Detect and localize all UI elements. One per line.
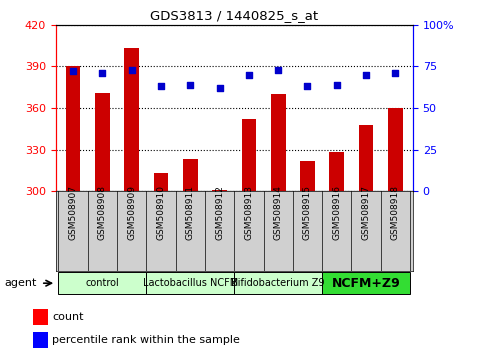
Bar: [33, 309, 48, 325]
Point: [392, 70, 399, 76]
Bar: [213, 190, 227, 191]
Bar: [388, 108, 403, 191]
Point: [304, 84, 312, 89]
Bar: [329, 152, 344, 191]
Point: [157, 84, 165, 89]
Text: count: count: [53, 312, 84, 322]
Text: agent: agent: [5, 278, 37, 288]
Text: control: control: [85, 278, 119, 288]
Point: [274, 67, 282, 73]
Bar: [33, 332, 48, 348]
Bar: [66, 66, 81, 191]
Bar: [359, 125, 373, 191]
Point: [216, 85, 224, 91]
Point: [69, 69, 77, 74]
Bar: [242, 119, 256, 191]
Point: [186, 82, 194, 87]
Bar: [58, 272, 146, 295]
Point: [333, 82, 341, 87]
Bar: [271, 94, 285, 191]
Bar: [300, 161, 315, 191]
Bar: [95, 93, 110, 191]
Point: [128, 67, 136, 73]
Bar: [234, 272, 322, 295]
Title: GDS3813 / 1440825_s_at: GDS3813 / 1440825_s_at: [150, 9, 318, 22]
Point: [245, 72, 253, 78]
Text: Lactobacillus NCFM: Lactobacillus NCFM: [142, 278, 238, 288]
Bar: [322, 272, 410, 295]
Bar: [183, 159, 198, 191]
Bar: [146, 272, 234, 295]
Bar: [125, 48, 139, 191]
Text: NCFM+Z9: NCFM+Z9: [332, 277, 400, 290]
Point: [99, 70, 106, 76]
Text: Bifidobacterium Z9: Bifidobacterium Z9: [231, 278, 325, 288]
Bar: [154, 173, 169, 191]
Text: percentile rank within the sample: percentile rank within the sample: [53, 335, 240, 346]
Point: [362, 72, 370, 78]
